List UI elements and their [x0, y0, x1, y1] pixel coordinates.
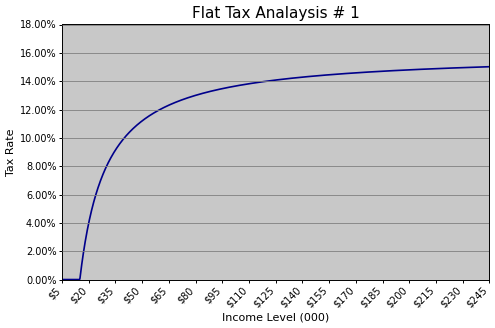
X-axis label: Income Level (000): Income Level (000) [222, 313, 329, 322]
Title: Flat Tax Analaysis # 1: Flat Tax Analaysis # 1 [192, 6, 359, 21]
Y-axis label: Tax Rate: Tax Rate [5, 128, 15, 176]
